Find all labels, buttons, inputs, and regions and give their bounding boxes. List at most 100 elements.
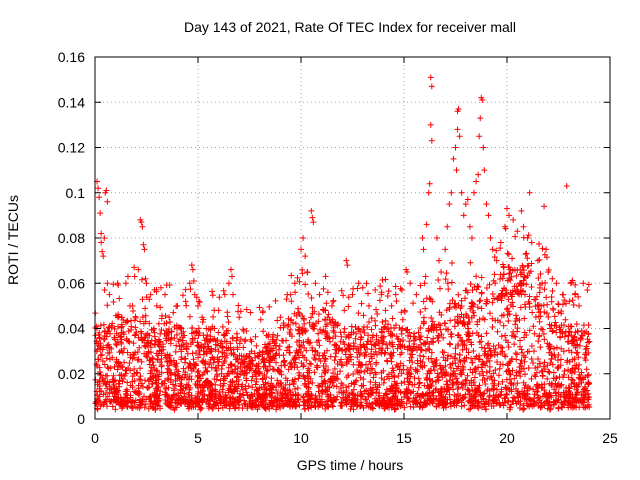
y-tick-label: 0.06 [58,275,85,291]
data-point [284,377,291,384]
data-point [350,340,357,347]
data-point [380,333,387,340]
data-point [573,321,580,328]
data-point [490,370,497,377]
data-point [277,380,284,387]
data-point [307,375,314,382]
data-point [467,259,474,266]
data-point [237,336,244,343]
data-point [451,300,458,307]
data-point [267,356,274,363]
data-point [222,354,229,361]
data-point [178,325,185,332]
data-point [531,330,538,337]
data-point [278,384,285,391]
data-point [249,361,256,368]
data-point [280,352,287,359]
data-point [135,388,142,395]
data-point [506,212,513,219]
data-point [377,400,384,407]
data-point [461,320,468,327]
data-point [349,291,356,298]
data-point [328,302,335,309]
data-point [118,340,125,347]
data-point [313,320,320,327]
data-point [161,330,168,337]
data-point [331,357,338,364]
data-point [421,382,428,389]
data-point [227,368,234,375]
data-point [255,353,262,360]
data-point [434,370,441,377]
data-point [513,385,520,392]
data-point [376,381,383,388]
data-point [202,358,209,365]
data-point [393,361,400,368]
data-point [97,346,104,353]
data-point [228,362,235,369]
data-point [225,389,232,396]
data-point [566,384,573,391]
data-point [360,376,367,383]
data-point [465,349,472,356]
data-point [104,378,111,385]
data-point [193,395,200,402]
data-point [482,381,489,388]
data-point [216,294,223,301]
data-point [267,348,274,355]
data-point [223,394,230,401]
data-point [186,373,193,380]
data-point [488,386,495,393]
data-point [330,324,337,331]
data-point [152,337,159,344]
data-point [96,388,103,395]
data-point [519,263,526,270]
data-point [104,198,111,205]
data-point [363,351,370,358]
data-point [565,366,572,373]
data-point [118,324,125,331]
data-point [242,400,249,407]
data-point [430,392,437,399]
data-point [503,376,510,383]
data-point [302,253,309,260]
data-point [265,348,272,355]
data-point [403,327,410,334]
data-point [124,273,131,280]
data-point [239,381,246,388]
data-point [173,366,180,373]
data-point [257,399,264,406]
data-point [183,302,190,309]
data-point [148,380,155,387]
data-point [166,281,173,288]
data-point [517,337,524,344]
data-point [345,372,352,379]
data-point [210,313,217,320]
data-point [548,352,555,359]
data-point [436,402,443,409]
data-point [106,291,113,298]
data-point [569,377,576,384]
data-point [235,302,242,309]
data-point [357,350,364,357]
data-point [234,344,241,351]
data-point [282,362,289,369]
data-point [540,330,547,337]
data-point [277,397,284,404]
data-point [99,248,106,255]
data-point [203,325,210,332]
data-point [244,363,251,370]
data-point [535,313,542,320]
y-tick-label: 0 [77,411,85,427]
data-point [378,291,385,298]
data-point [124,379,131,386]
data-point [545,268,552,275]
data-point [162,291,169,298]
data-point [501,292,508,299]
data-point [421,362,428,369]
data-point [242,383,249,390]
data-point [525,365,532,372]
data-point [528,343,535,350]
y-tick-label: 0.16 [58,49,85,65]
data-point [524,235,531,241]
